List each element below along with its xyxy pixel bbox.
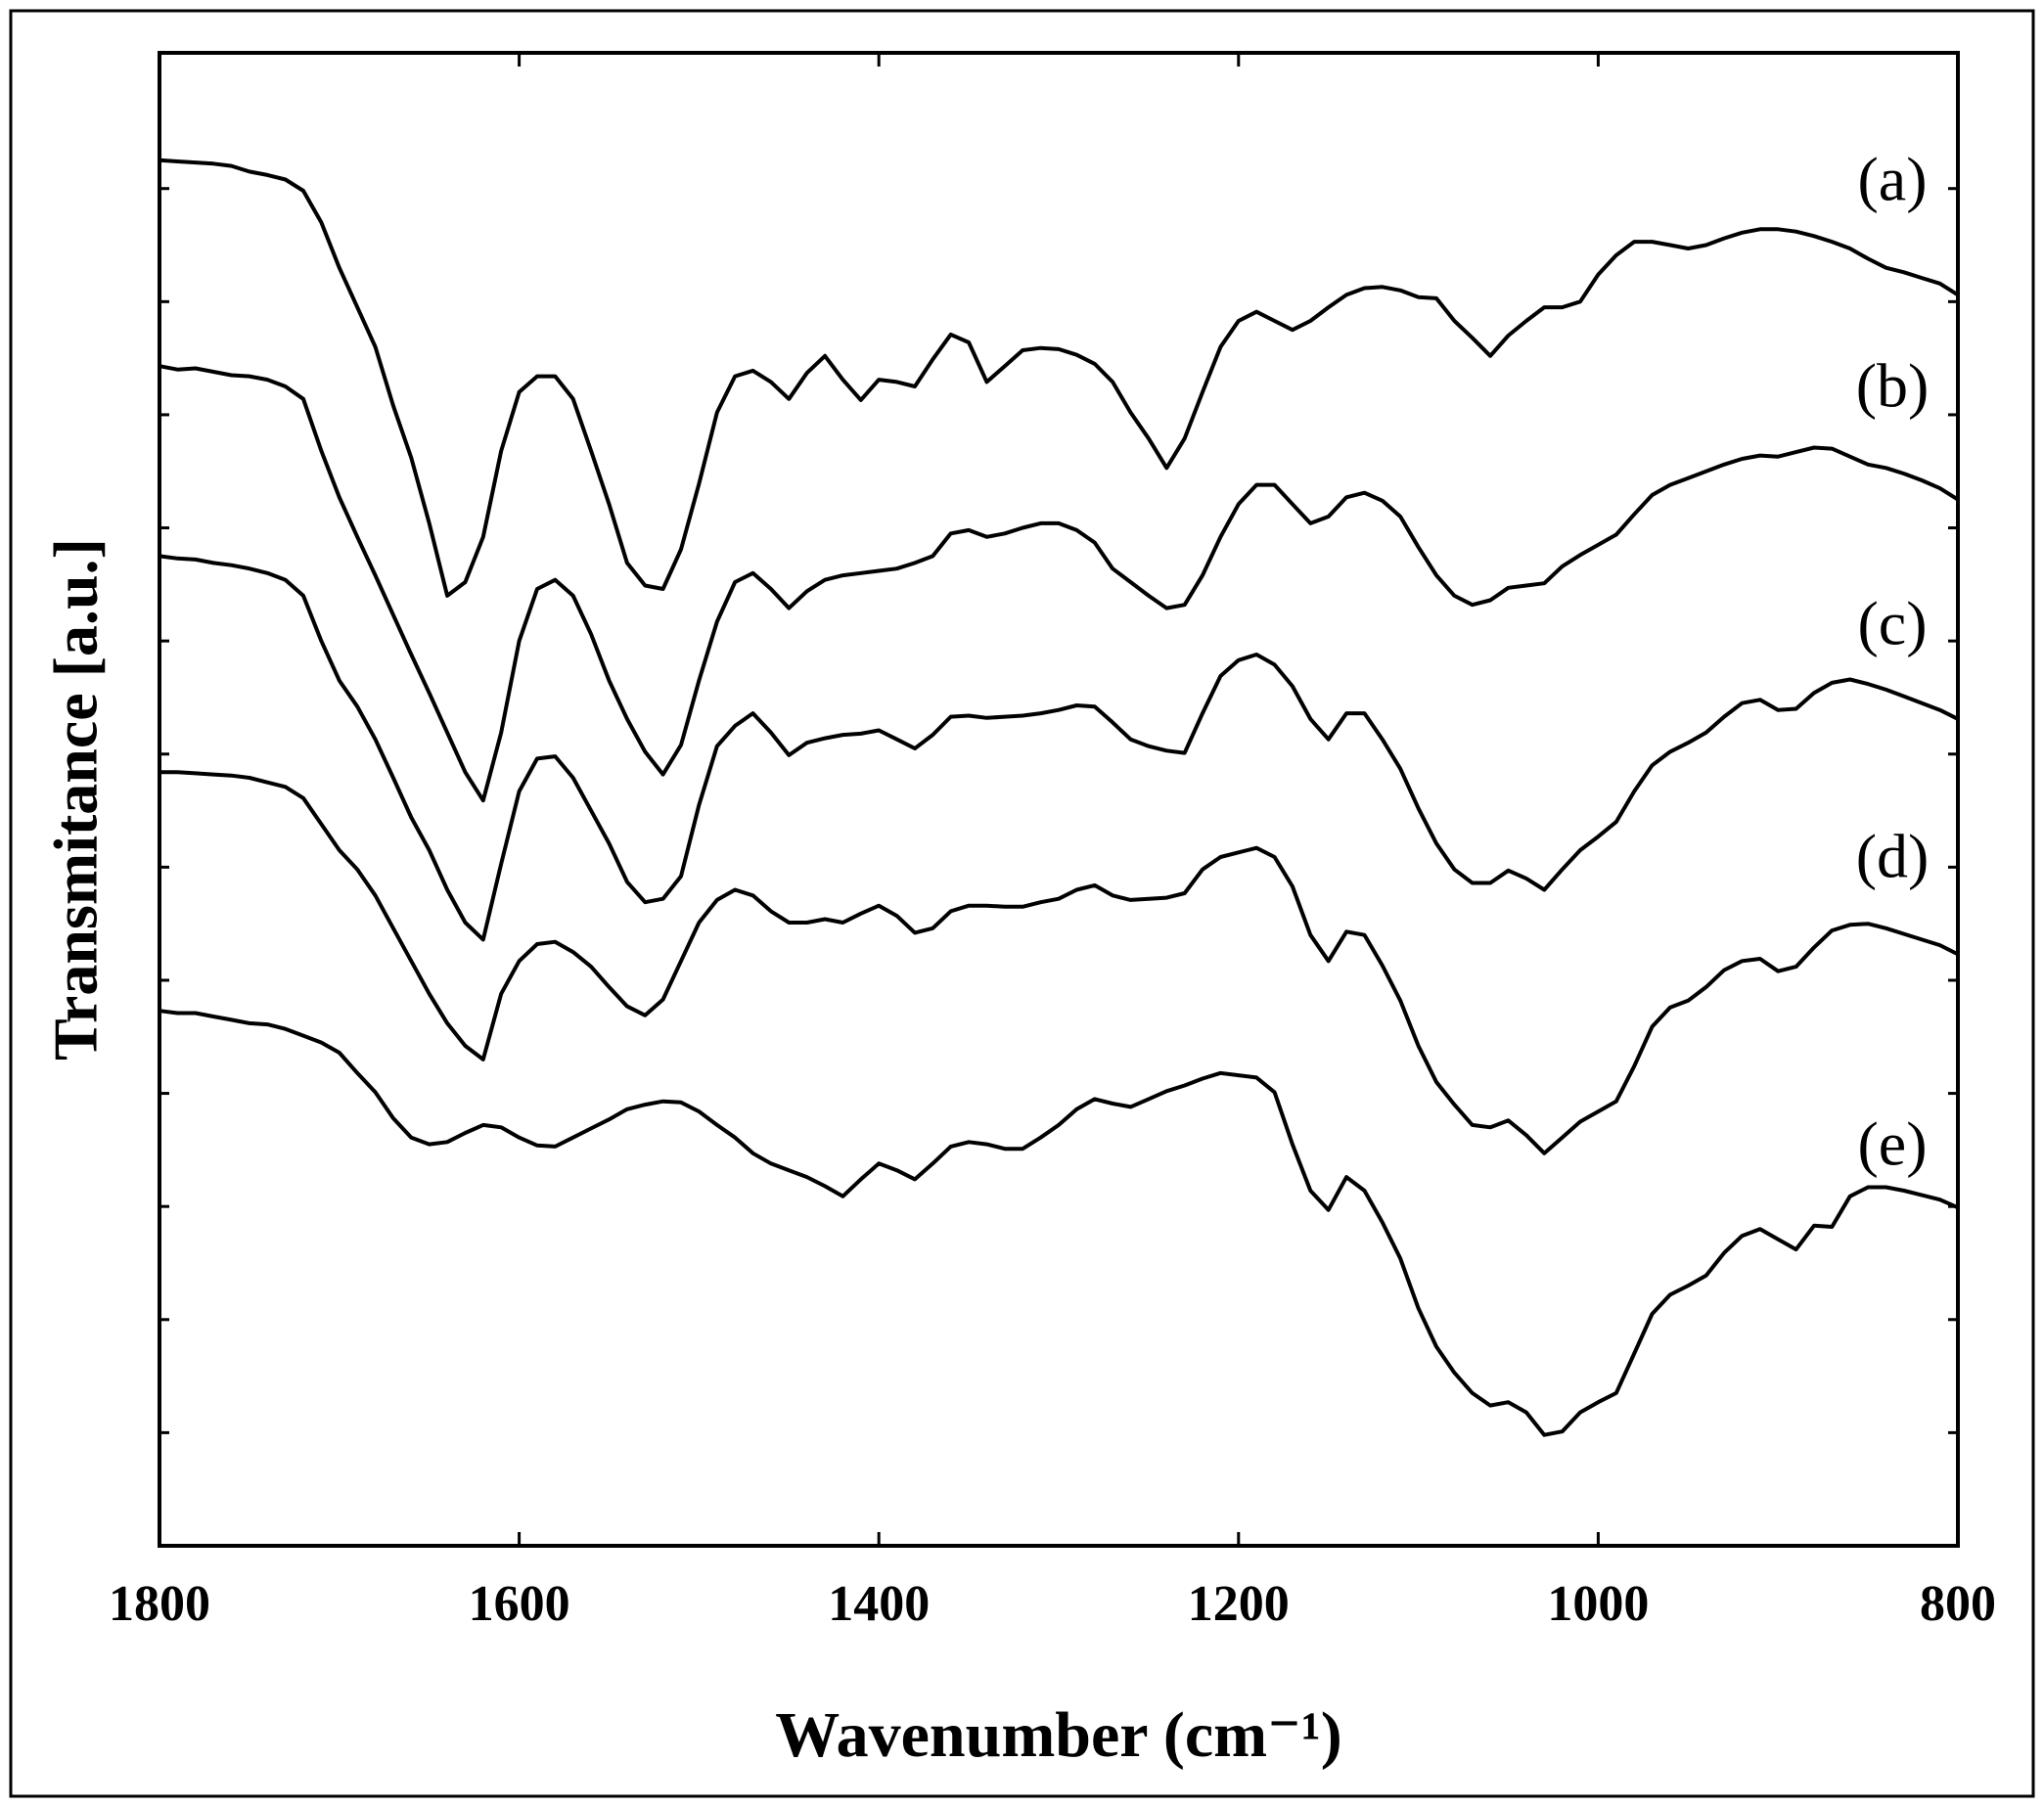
x-tick-label: 1200 — [1188, 1576, 1290, 1632]
x-axis-label: Wavenumber (cm⁻¹) — [775, 1699, 1342, 1771]
spectrum-line — [159, 1009, 1959, 1437]
series-label: (b) — [1856, 351, 1930, 421]
plot-frame — [158, 51, 1960, 1548]
series-label: (e) — [1857, 1109, 1927, 1179]
outer-frame — [9, 9, 2035, 1798]
spectrum-line — [159, 770, 1959, 1155]
x-tick-label: 1400 — [828, 1576, 930, 1632]
series-label: (d) — [1856, 822, 1930, 891]
spectrum-line — [159, 364, 1960, 803]
series-label: (c) — [1857, 589, 1927, 658]
series-label: (a) — [1857, 145, 1927, 214]
x-tick-label: 800 — [1920, 1576, 1996, 1632]
spectrum-line — [159, 158, 1960, 598]
y-axis-label: Transmitance [a.u.] — [41, 538, 111, 1061]
x-tick-label: 1800 — [109, 1576, 210, 1632]
x-tick-label: 1600 — [469, 1576, 570, 1632]
spectrum-line — [159, 554, 1959, 942]
x-tick-label: 1000 — [1547, 1576, 1649, 1632]
